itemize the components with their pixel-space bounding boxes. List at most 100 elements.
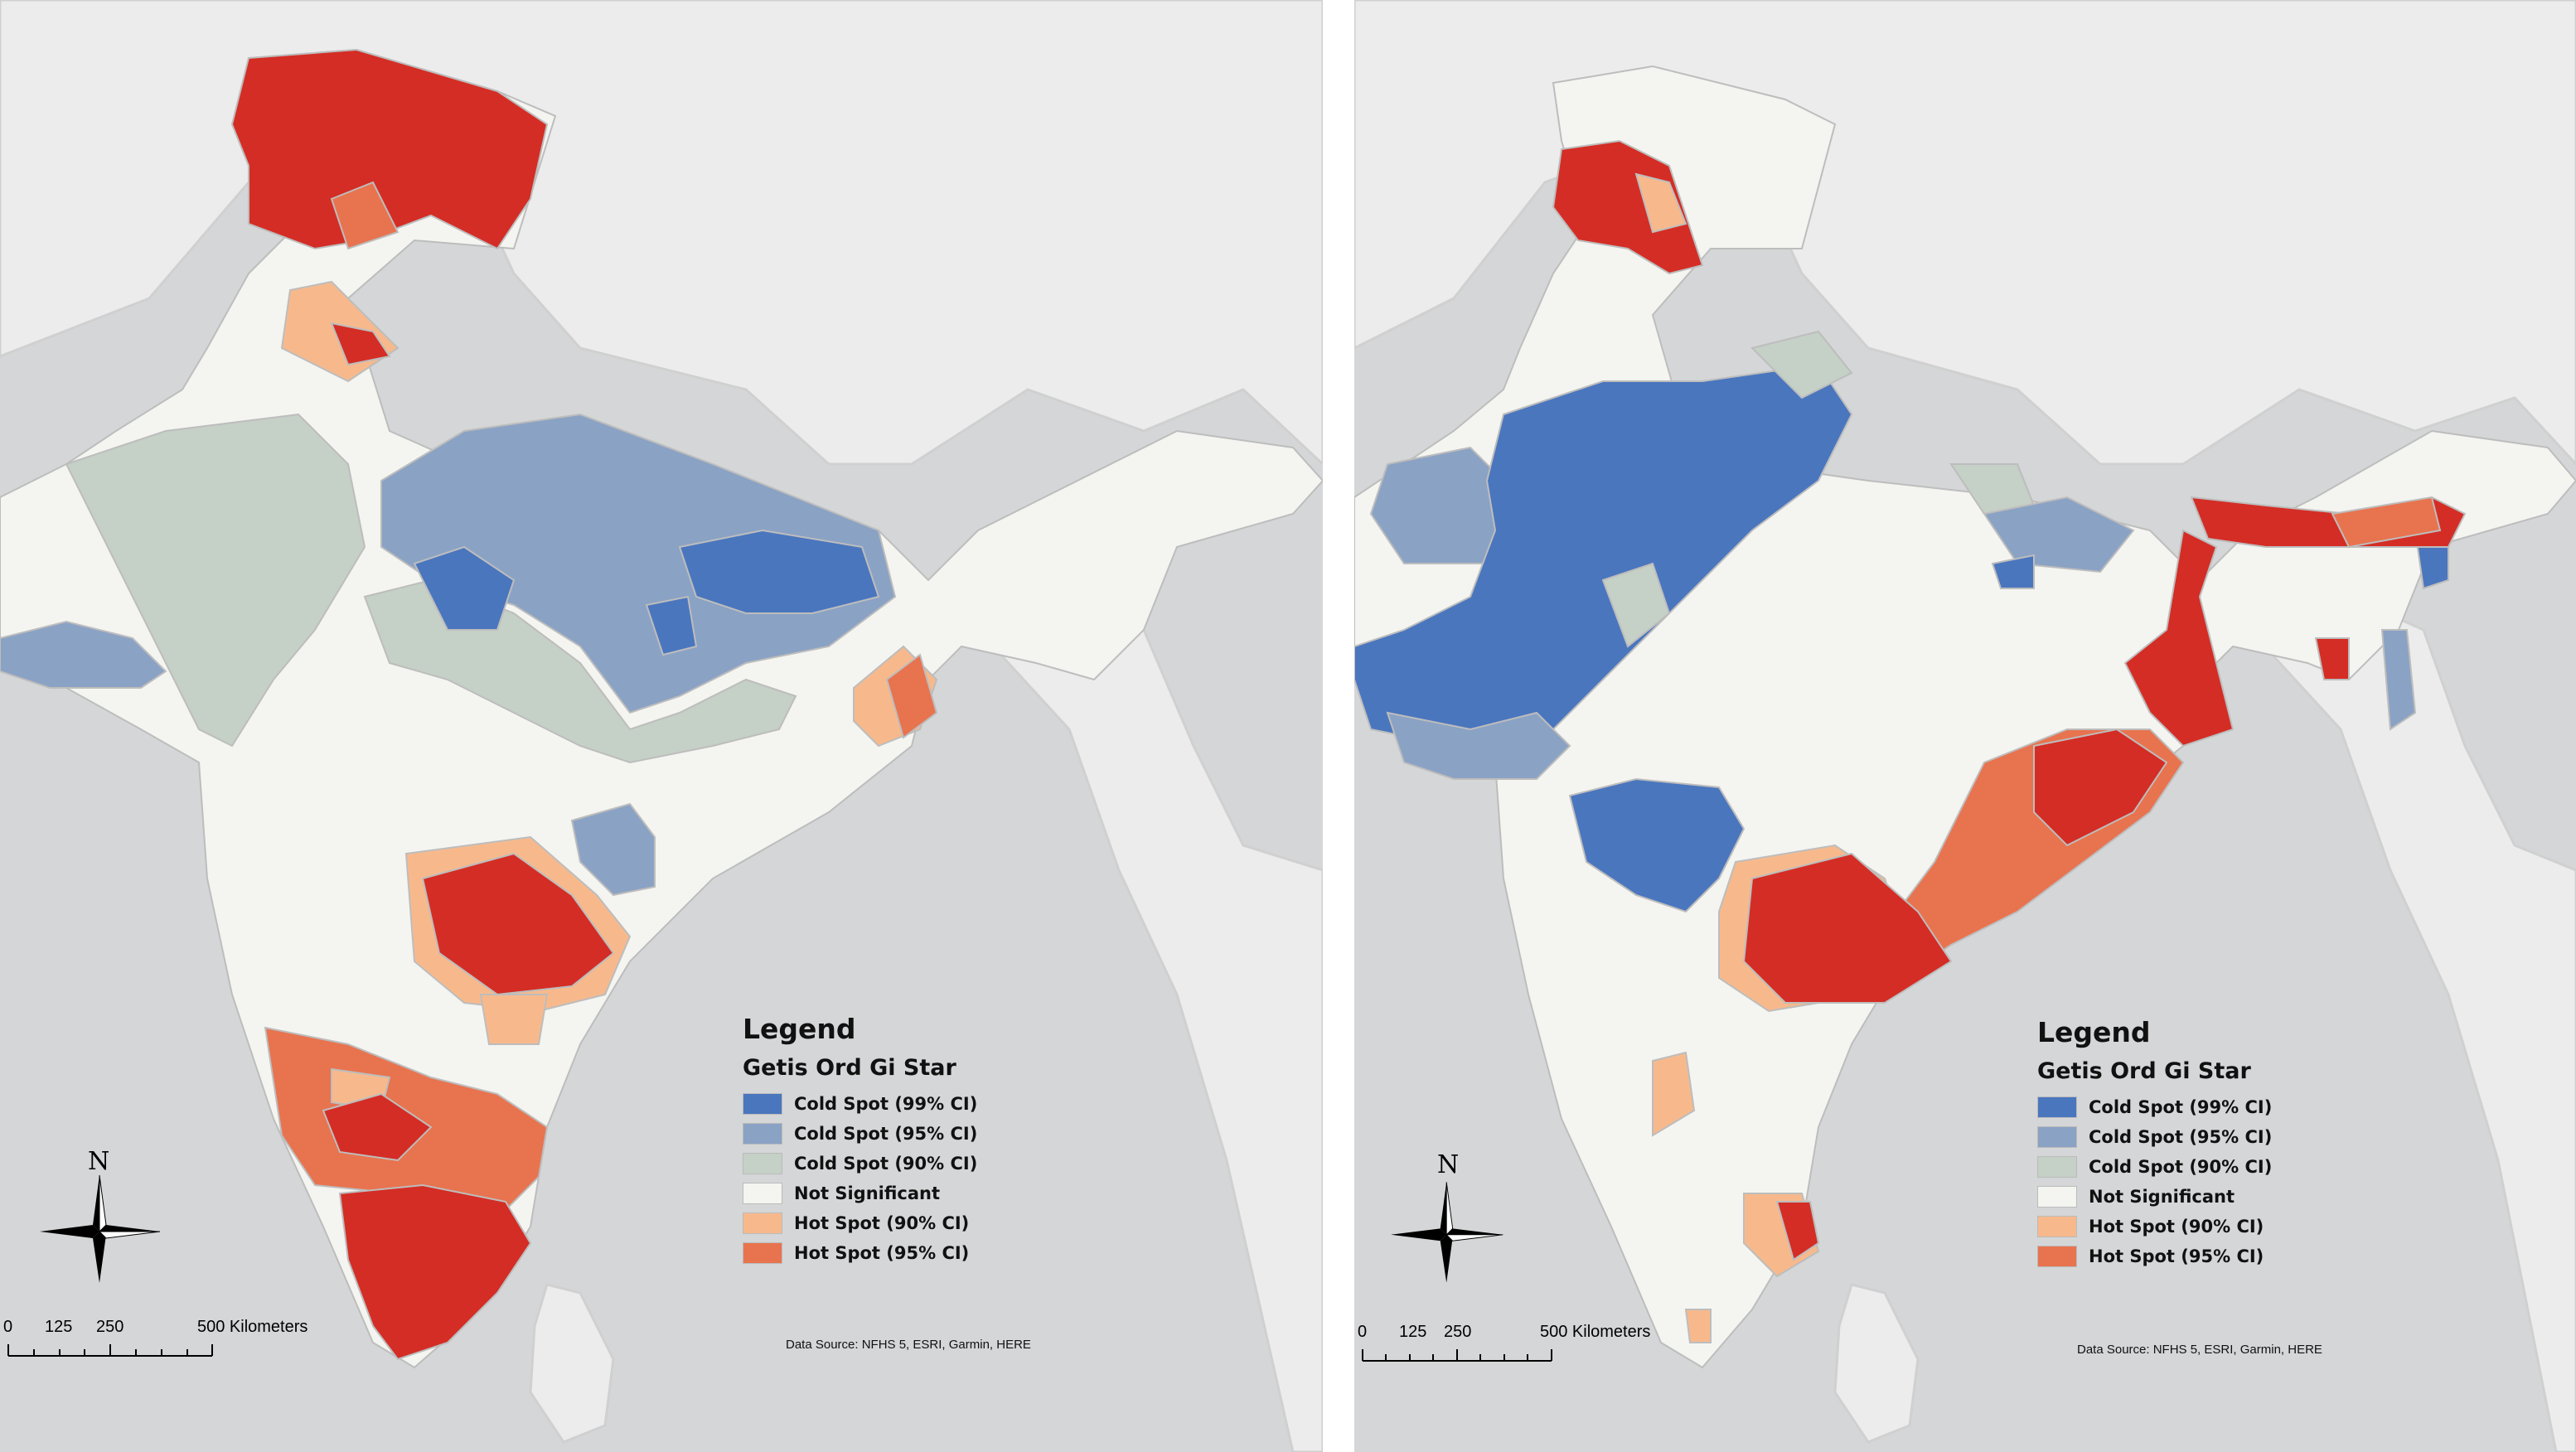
legend-swatch: [743, 1123, 782, 1145]
zone-cold95-bihar: [1983, 496, 2135, 574]
zone-cold90-north: [1750, 330, 1853, 399]
map-panel-right: Legend Getis Ord Gi Star Cold Spot (99% …: [1354, 0, 2576, 1452]
legend-label: Hot Spot (90% CI): [794, 1213, 970, 1233]
legend-item-cold95: Cold Spot (95% CI): [2037, 1122, 2272, 1152]
neighbour-land-east: [2247, 595, 2576, 1452]
zone-hot90-north: [1634, 172, 1687, 234]
legend-item-hot95: Hot Spot (95% CI): [743, 1238, 977, 1268]
zone-hot99-north: [1552, 139, 1704, 275]
zone-cold99-b: [678, 529, 880, 614]
scale-bar-graphic: [1362, 1349, 1552, 1362]
scale-bar-graphic: [7, 1344, 213, 1357]
zone-cold95-west-coast: [0, 620, 167, 689]
zone-hot99-north: [230, 48, 549, 250]
legend-label: Cold Spot (90% CI): [794, 1154, 978, 1174]
data-source-left: Data Source: NFHS 5, ESRI, Garmin, HERE: [786, 1338, 1031, 1352]
zone-hot95-northeast-strip: [2331, 496, 2442, 549]
legend-right: Legend Getis Ord Gi Star Cold Spot (99% …: [2037, 1016, 2272, 1271]
legend-swatch: [2037, 1216, 2077, 1237]
zone-hot95-bengal: [885, 653, 938, 739]
zone-hot95-tripura: [2314, 637, 2350, 680]
legend-swatch: [743, 1212, 782, 1234]
scale-label-250: 250: [1444, 1323, 1472, 1341]
sri-lanka: [529, 1283, 615, 1444]
zone-cold99-bihar: [1991, 554, 2035, 589]
legend-swatch: [2037, 1096, 2077, 1118]
zone-cold90-mp: [1601, 562, 1671, 648]
legend-label: Cold Spot (99% CI): [2089, 1097, 2273, 1117]
zone-hot99-telangana: [421, 852, 615, 996]
scale-bar-right: 0 125 250 500 Kilometers: [1358, 1323, 1650, 1364]
zone-cold90-west: [65, 413, 366, 748]
scale-label-0: 0: [1358, 1323, 1368, 1341]
legend-item-cold90: Cold Spot (90% CI): [2037, 1152, 2272, 1182]
zone-cold95-northeast-b: [2380, 629, 2417, 731]
legend-item-cold99: Cold Spot (99% CI): [2037, 1092, 2272, 1122]
sri-lanka: [1833, 1283, 1920, 1444]
north-label: N: [88, 1147, 110, 1176]
zone-hot90-south-tip: [1684, 1309, 1712, 1343]
scale-label-0: 0: [3, 1318, 13, 1336]
legend-swatch: [743, 1153, 782, 1174]
legend-label: Not Significant: [2089, 1187, 2235, 1207]
legend-label: Cold Spot (95% CI): [794, 1124, 978, 1144]
legend-swatch: [743, 1093, 782, 1115]
zone-hot95-north: [330, 181, 399, 250]
zone-hot99-tamilnadu: [338, 1183, 532, 1361]
zone-hot99-bengal: [2123, 529, 2235, 748]
legend-label: Hot Spot (95% CI): [794, 1243, 970, 1263]
panel-divider: [1323, 0, 1354, 1452]
zone-hot99-telangana: [1742, 852, 1953, 1004]
legend-item-cold99: Cold Spot (99% CI): [743, 1089, 977, 1119]
zone-cold95-odisha: [570, 802, 656, 897]
legend-swatch: [743, 1242, 782, 1264]
north-arrow-right: N: [1391, 1150, 1507, 1283]
scale-label-125: 125: [1399, 1323, 1427, 1341]
map-panel-left: Legend Getis Ord Gi Star Cold Spot (99% …: [0, 0, 1323, 1452]
legend-item-cold90: Cold Spot (90% CI): [743, 1149, 977, 1179]
legend-item-cold95: Cold Spot (95% CI): [743, 1119, 977, 1149]
compass-rose-icon: [1391, 1182, 1503, 1283]
zone-hot99-tamilnadu: [1775, 1201, 1820, 1261]
legend-label: Cold Spot (90% CI): [2089, 1157, 2273, 1177]
scale-bar-left: 0 125 250 500 Kilometers: [3, 1318, 307, 1359]
zone-hot99-karnataka: [322, 1092, 433, 1162]
zone-hot90-karnataka: [479, 994, 549, 1045]
compass-rose-icon: [40, 1175, 161, 1283]
legend-item-hot90: Hot Spot (90% CI): [2037, 1212, 2272, 1241]
zone-cold99-maharashtra: [1568, 777, 1746, 913]
legend-item-hot95: Hot Spot (95% CI): [2037, 1241, 2272, 1271]
legend-item-hot90: Hot Spot (90% CI): [743, 1208, 977, 1238]
legend-subtitle: Getis Ord Gi Star: [2037, 1058, 2251, 1084]
legend-label: Hot Spot (95% CI): [2089, 1246, 2264, 1266]
legend-subtitle: Getis Ord Gi Star: [743, 1055, 956, 1081]
north-arrow-left: N: [40, 1147, 164, 1283]
zone-hot99-odisha: [2033, 728, 2168, 847]
legend-label: Hot Spot (90% CI): [2089, 1217, 2264, 1237]
scale-label-250: 250: [96, 1318, 124, 1336]
map-right: [1354, 0, 2576, 1452]
neighbour-land-east: [976, 595, 1323, 1452]
legend-title: Legend: [2037, 1016, 2151, 1048]
zone-cold99-a: [413, 545, 516, 631]
data-source-right: Data Source: NFHS 5, ESRI, Garmin, HERE: [2077, 1343, 2322, 1357]
legend-left: Legend Getis Ord Gi Star Cold Spot (99% …: [743, 1013, 977, 1268]
legend-swatch: [2037, 1126, 2077, 1148]
zone-cold95-gujarat: [1386, 711, 1571, 780]
north-label: N: [1437, 1150, 1460, 1179]
legend-swatch: [2037, 1246, 2077, 1267]
legend-title: Legend: [743, 1013, 856, 1045]
legend-swatch: [2037, 1186, 2077, 1208]
zone-cold99-c: [645, 595, 698, 656]
scale-label-500: 500 Kilometers: [1540, 1323, 1651, 1341]
legend-swatch: [2037, 1156, 2077, 1178]
legend-label: Cold Spot (95% CI): [2089, 1127, 2273, 1147]
zone-hot95-punjab: [330, 322, 391, 366]
zone-hot90-karnataka: [1652, 1051, 1696, 1137]
scale-label-125: 125: [45, 1318, 73, 1336]
scale-label-500: 500 Kilometers: [197, 1318, 308, 1336]
legend-label: Not Significant: [794, 1183, 941, 1203]
legend-item-not-significant: Not Significant: [743, 1179, 977, 1208]
legend-label: Cold Spot (99% CI): [794, 1094, 978, 1114]
legend-swatch: [743, 1183, 782, 1204]
